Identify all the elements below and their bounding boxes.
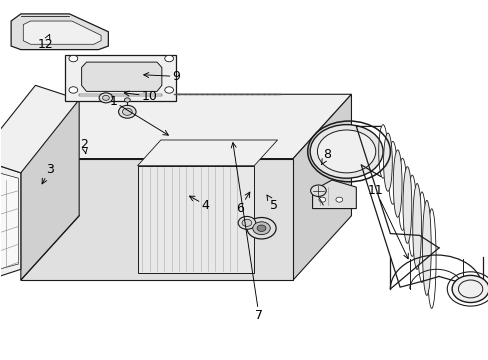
Circle shape [122,108,132,115]
Circle shape [318,197,325,202]
Circle shape [118,105,136,118]
Polygon shape [21,158,292,280]
Polygon shape [21,94,79,280]
Circle shape [257,225,265,231]
Text: 8: 8 [321,148,330,165]
Polygon shape [137,166,254,273]
Circle shape [69,55,78,62]
Text: 7: 7 [231,143,263,322]
Polygon shape [21,94,351,158]
Polygon shape [292,94,351,280]
Circle shape [238,216,255,229]
Circle shape [99,93,113,103]
Text: 2: 2 [80,138,88,154]
Ellipse shape [422,201,430,296]
Circle shape [335,197,342,202]
Circle shape [246,217,276,239]
Text: 9: 9 [143,70,180,83]
Polygon shape [312,180,356,208]
Text: 12: 12 [37,35,53,51]
Text: 3: 3 [42,163,54,184]
Circle shape [124,98,130,102]
Circle shape [69,87,78,93]
Polygon shape [0,85,79,173]
Ellipse shape [392,150,401,217]
Ellipse shape [383,133,391,191]
Polygon shape [79,94,162,96]
Polygon shape [11,14,108,50]
Circle shape [252,222,270,235]
Circle shape [242,219,251,226]
Ellipse shape [412,184,421,269]
Circle shape [451,275,488,302]
Text: 4: 4 [189,196,209,212]
Ellipse shape [402,167,411,243]
Polygon shape [81,62,162,91]
Polygon shape [64,55,176,102]
Circle shape [310,185,325,197]
Circle shape [102,95,109,100]
Text: 6: 6 [235,192,249,215]
Text: 11: 11 [367,184,407,259]
Polygon shape [137,140,277,166]
Text: 5: 5 [266,195,277,212]
Circle shape [309,125,382,178]
Text: 1: 1 [109,95,168,135]
Circle shape [164,87,173,93]
Circle shape [164,55,173,62]
Text: 10: 10 [124,90,157,103]
Polygon shape [0,158,21,284]
Circle shape [317,130,375,173]
Polygon shape [0,167,19,275]
Polygon shape [23,21,101,44]
